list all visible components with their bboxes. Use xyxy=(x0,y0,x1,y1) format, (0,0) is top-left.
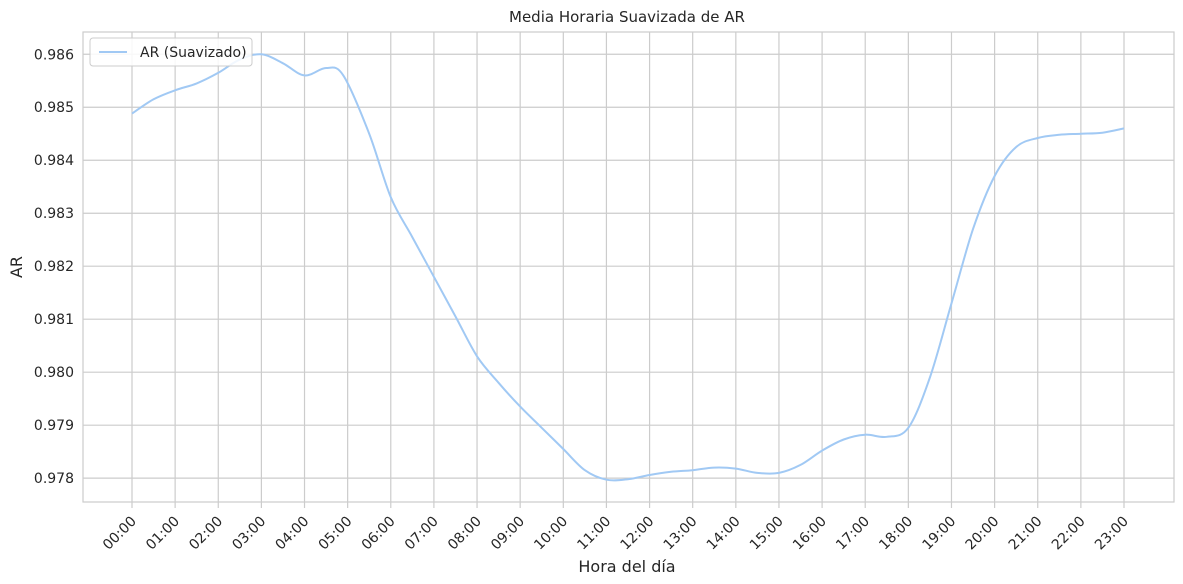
x-tick-label: 02:00 xyxy=(186,514,226,554)
chart-title: Media Horaria Suavizada de AR xyxy=(509,8,745,26)
y-tick-label: 0.982 xyxy=(34,259,74,275)
y-tick-label: 0.981 xyxy=(34,312,74,328)
x-tick-label: 14:00 xyxy=(704,514,744,554)
x-tick-label: 20:00 xyxy=(963,514,1003,554)
legend-box xyxy=(89,37,253,67)
x-tick-label: 15:00 xyxy=(747,514,787,554)
x-tick-label: 17:00 xyxy=(833,514,873,554)
x-tick-label: 05:00 xyxy=(316,514,356,554)
y-axis-label: AR xyxy=(7,256,26,278)
legend-label: AR (Suavizado) xyxy=(140,45,247,61)
x-tick-label: 07:00 xyxy=(402,514,442,554)
x-tick-label: 12:00 xyxy=(618,514,658,554)
x-axis-label: Hora del día xyxy=(578,557,675,576)
y-tick-label: 0.986 xyxy=(34,47,74,63)
y-tick-label: 0.984 xyxy=(34,153,74,169)
x-tick-label: 23:00 xyxy=(1092,514,1132,554)
y-tick-label: 0.979 xyxy=(34,418,74,434)
y-tick-label: 0.985 xyxy=(34,100,74,116)
x-tick-label: 03:00 xyxy=(229,514,269,554)
x-tick-label: 04:00 xyxy=(272,514,312,554)
x-tick-label: 08:00 xyxy=(445,514,485,554)
x-tick-labels: 00:00 01:00 02:00 03:00 04:00 05:00 06:00 07:00… xyxy=(100,502,1132,553)
plot-frame xyxy=(82,31,1175,503)
x-tick-label: 11:00 xyxy=(574,514,614,554)
series-layer xyxy=(131,53,1125,482)
x-tick-label: 19:00 xyxy=(919,514,959,554)
y-tick-label: 0.980 xyxy=(34,365,74,381)
x-tick-label: 22:00 xyxy=(1049,514,1089,554)
series-line xyxy=(131,53,1125,482)
y-tick-label: 0.983 xyxy=(34,206,74,222)
y-tick-label: 0.978 xyxy=(34,471,74,487)
x-tick-label: 09:00 xyxy=(488,514,528,554)
x-tick-label: 00:00 xyxy=(100,514,140,554)
x-tick-label: 21:00 xyxy=(1006,514,1046,554)
y-tick-labels: 0.978 0.979 0.980 0.981 0.982 0.983 0.984 0.985… xyxy=(34,47,74,487)
x-tick-label: 06:00 xyxy=(359,514,399,554)
x-tick-label: 13:00 xyxy=(661,514,701,554)
x-tick-label: 18:00 xyxy=(876,514,916,554)
legend: AR (Suavizado) xyxy=(89,37,253,67)
grid xyxy=(83,32,1174,502)
x-tick-label: 10:00 xyxy=(531,514,571,554)
x-tick-label: 01:00 xyxy=(143,514,183,554)
x-tick-label: 16:00 xyxy=(790,514,830,554)
